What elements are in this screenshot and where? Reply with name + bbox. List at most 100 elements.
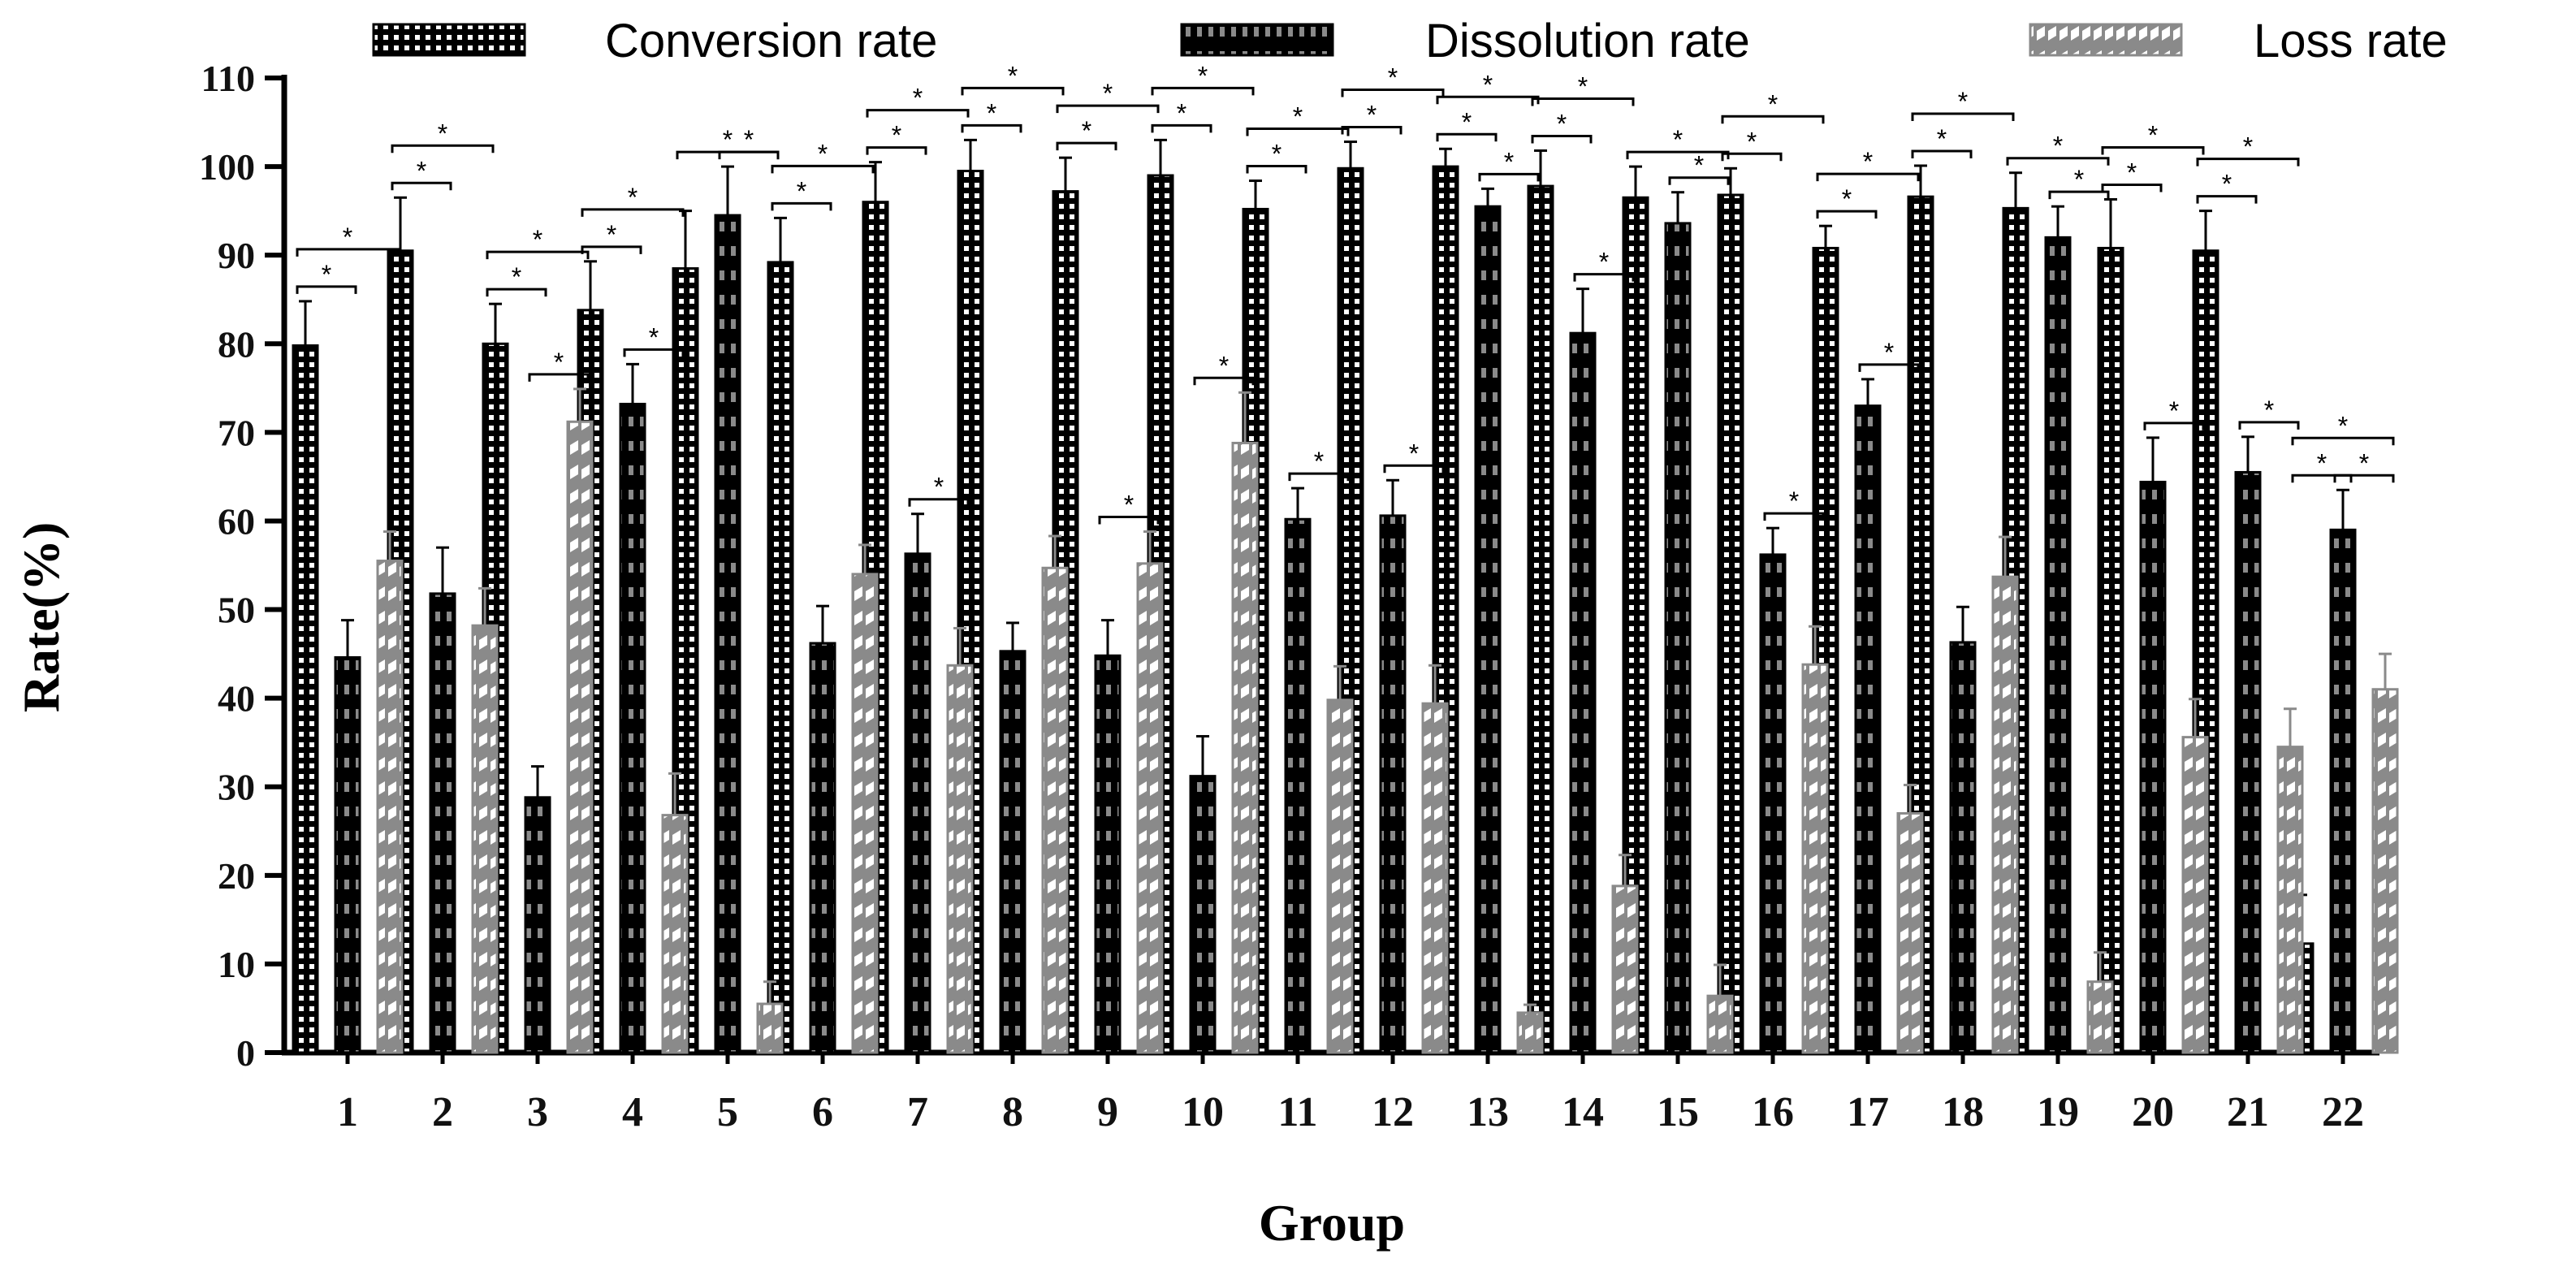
significance-bracket	[581, 208, 685, 217]
significance-star: *	[533, 225, 542, 254]
y-tick-label: 0	[236, 1032, 255, 1074]
significance-bracket	[2238, 421, 2300, 430]
significance-bracket	[1151, 123, 1212, 133]
significance-bracket	[486, 250, 590, 260]
bar	[1854, 404, 1882, 1054]
significance-bracket	[391, 181, 452, 191]
significance-star: *	[1409, 439, 1419, 468]
x-tick-label: 3	[527, 1089, 548, 1135]
bar	[1136, 562, 1164, 1054]
x-tick-label: 2	[432, 1089, 453, 1135]
significance-star: *	[1842, 184, 1852, 214]
significance-bracket	[866, 109, 970, 118]
significance-star: *	[1789, 486, 1799, 516]
bar	[851, 573, 879, 1054]
significance-bracket	[623, 348, 685, 357]
significance-bracket	[1056, 104, 1160, 114]
significance-bracket	[1288, 472, 1350, 482]
significance-star: *	[1599, 248, 1609, 277]
bar	[809, 642, 836, 1054]
bar	[566, 420, 594, 1054]
significance-star: *	[744, 125, 754, 154]
x-tick-label: 21	[2227, 1089, 2269, 1135]
bar	[1516, 1011, 1544, 1054]
bar	[1421, 702, 1449, 1054]
significance-star: *	[554, 348, 564, 377]
significance-bracket	[2101, 145, 2205, 155]
y-tick-label: 10	[218, 944, 255, 985]
legend-label-dissolution: Dissolution rate	[1425, 15, 1750, 67]
significance-star: *	[1958, 87, 1968, 116]
y-tick-label: 90	[218, 235, 255, 276]
significance-bracket	[961, 123, 1022, 133]
significance-bracket	[1193, 376, 1255, 386]
significance-star: *	[438, 119, 447, 148]
y-tick-label: 110	[201, 58, 255, 99]
significance-star: *	[1272, 140, 1282, 169]
significance-star: *	[2317, 448, 2327, 478]
significance-bracket	[2291, 474, 2353, 483]
y-tick-label: 20	[218, 855, 255, 897]
significance-bracket	[961, 86, 1065, 96]
significance-bracket	[2196, 195, 2258, 204]
significance-bracket	[771, 164, 875, 174]
significance-bracket	[718, 150, 780, 160]
bar	[756, 1002, 784, 1054]
significance-star: *	[934, 473, 944, 502]
bar	[767, 261, 794, 1054]
significance-star: *	[322, 260, 331, 289]
significance-bracket	[1911, 112, 2015, 121]
x-tick-label: 19	[2037, 1089, 2079, 1135]
significance-bracket	[1478, 172, 1540, 182]
significance-star: *	[1177, 98, 1186, 128]
significance-star: *	[2169, 396, 2179, 426]
legend-label-loss: Loss rate	[2254, 15, 2448, 67]
significance-bracket	[1383, 464, 1445, 474]
significance-star: *	[2359, 448, 2369, 478]
significance-bracket	[1341, 126, 1403, 135]
legend: Conversion rate Dissolution rate Loss ra…	[372, 15, 2448, 67]
significance-bracket	[2143, 422, 2205, 430]
significance-star: *	[1504, 147, 1514, 176]
x-tick-label: 6	[812, 1089, 833, 1135]
significance-star: *	[343, 223, 352, 252]
significance-bracket	[1816, 172, 1920, 182]
significance-bracket	[528, 373, 590, 382]
significance-star: *	[1082, 116, 1091, 145]
y-tick-label: 30	[218, 767, 255, 808]
bar	[1949, 641, 1977, 1054]
x-tick-label: 22	[2322, 1089, 2364, 1135]
significance-star: *	[1483, 70, 1493, 99]
significance-star: *	[892, 121, 901, 150]
bar	[661, 814, 689, 1054]
significance-star: *	[1462, 107, 1472, 136]
significance-star: *	[1314, 447, 1324, 476]
bar	[2276, 746, 2304, 1054]
significance-star: *	[1293, 102, 1303, 132]
bar	[946, 664, 974, 1054]
significance-bracket	[1246, 165, 1307, 174]
significance-star: *	[1937, 124, 1947, 154]
bar	[904, 552, 931, 1054]
significance-bracket	[908, 498, 970, 507]
significance-bracket	[771, 201, 832, 211]
y-axis-title: Rate(%)	[12, 522, 70, 713]
significance-star: *	[2264, 396, 2274, 425]
x-axis-title: Group	[1259, 1194, 1405, 1252]
significance-bracket	[1721, 115, 1825, 124]
significance-bracket	[866, 146, 927, 155]
x-tick-label: 1	[337, 1089, 358, 1135]
bar	[1896, 811, 1924, 1054]
bar	[2044, 236, 2072, 1054]
significance-bracket	[2291, 436, 2395, 446]
bar	[1284, 517, 1312, 1054]
legend-item-dissolution: Dissolution rate	[1180, 15, 1750, 67]
y-tick-label: 50	[218, 590, 255, 631]
significance-star: *	[1884, 338, 1894, 367]
legend-item-conversion: Conversion rate	[372, 15, 937, 67]
significance-bracket	[1911, 149, 1973, 158]
significance-star: *	[2338, 411, 2348, 440]
bar	[1094, 654, 1122, 1054]
